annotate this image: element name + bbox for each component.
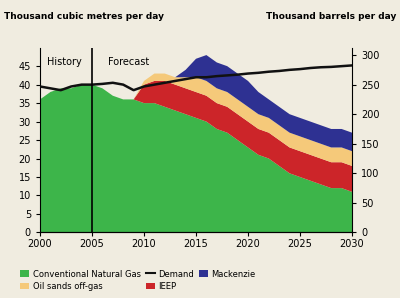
Text: History: History bbox=[46, 57, 81, 67]
Legend: Conventional Natural Gas, Oil sands off-gas, Demand, IEEP, Mackenzie: Conventional Natural Gas, Oil sands off-… bbox=[20, 269, 256, 291]
Text: Forecast: Forecast bbox=[108, 57, 149, 67]
Text: Thousand cubic metres per day: Thousand cubic metres per day bbox=[4, 12, 164, 21]
Text: Thousand barrels per day: Thousand barrels per day bbox=[266, 12, 396, 21]
